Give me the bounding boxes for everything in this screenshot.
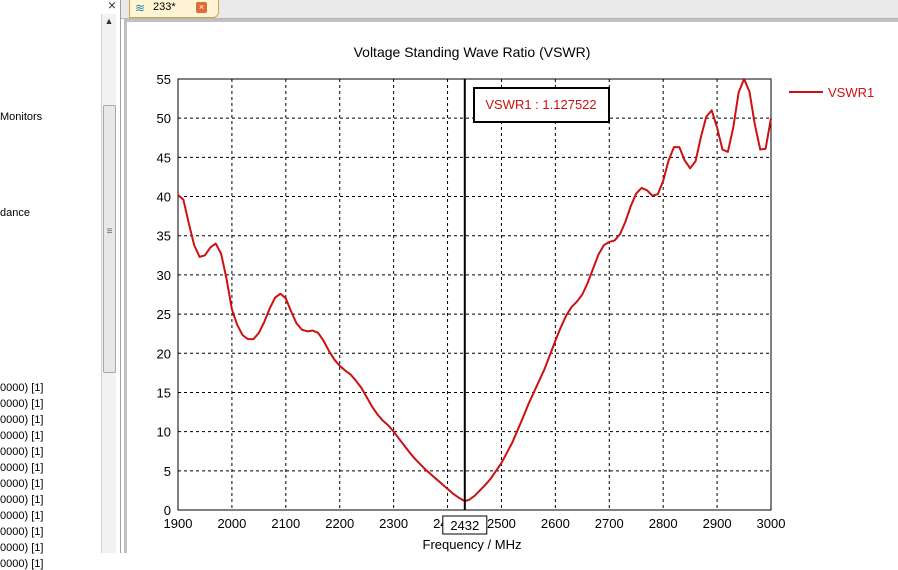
tab-label: 233*	[153, 1, 176, 13]
y-tick-label: 45	[157, 150, 171, 165]
result-item[interactable]: 0000) [1]	[0, 494, 44, 506]
x-tick-label: 2900	[703, 516, 732, 531]
x-tick-label: 2200	[325, 516, 354, 531]
result-item[interactable]: 0000) [1]	[0, 510, 44, 522]
y-tick-label: 15	[157, 385, 171, 400]
x-tick-label: 2700	[595, 516, 624, 531]
marker-x-box	[442, 515, 488, 535]
tab-close-icon[interactable]: ×	[196, 2, 207, 13]
y-tick-label: 50	[157, 111, 171, 126]
y-tick-label: 5	[164, 464, 171, 479]
tree-item-impedance[interactable]: dance	[0, 207, 30, 219]
chart-title: Voltage Standing Wave Ratio (VSWR)	[354, 44, 591, 60]
result-item[interactable]: 0000) [1]	[0, 414, 44, 426]
x-tick-label: 2500	[487, 516, 516, 531]
y-tick-label: 20	[157, 346, 171, 361]
x-axis-label: Frequency / MHz	[423, 537, 522, 552]
result-item[interactable]: 0000) [1]	[0, 382, 44, 394]
tab-233[interactable]: ≋ 233* ×	[129, 0, 219, 18]
x-tick-label: 3000	[757, 516, 786, 531]
y-tick-label: 35	[157, 229, 171, 244]
result-item[interactable]: 0000) [1]	[0, 398, 44, 410]
y-tick-label: 10	[157, 425, 171, 440]
close-icon[interactable]: ×	[107, 0, 116, 13]
left-panel: × Monitors dance 0000) [1] 0000) [1] 0000)…	[0, 0, 121, 570]
x-tick-label: 2100	[271, 516, 300, 531]
vertical-scrollbar[interactable]: ▲ ≡	[101, 14, 116, 553]
result-item[interactable]: 0000) [1]	[0, 430, 44, 442]
x-tick-label: 2600	[541, 516, 570, 531]
plot-area	[177, 78, 772, 511]
marker-label-box	[473, 87, 610, 123]
marker-value-label: VSWR1 : 1.127522	[485, 97, 596, 112]
y-tick-label: 55	[157, 72, 171, 87]
y-tick-label: 0	[164, 503, 171, 518]
scroll-thumb[interactable]: ≡	[103, 105, 116, 373]
vswr-chart: Voltage Standing Wave Ratio (VSWR) 1900 20…	[157, 44, 875, 552]
x-tick-label: 2000	[217, 516, 246, 531]
plot-window: Voltage Standing Wave Ratio (VSWR) 1900 20…	[124, 19, 898, 553]
result-item[interactable]: 0000) [1]	[0, 462, 44, 474]
result-item[interactable]: 0000) [1]	[0, 478, 44, 490]
x-tick-label: 2800	[649, 516, 678, 531]
result-item[interactable]: 0000) [1]	[0, 446, 44, 458]
grip-icon: ≡	[106, 226, 113, 237]
x-tick-label: 1900	[164, 516, 193, 531]
result-item[interactable]: 0000) [1]	[0, 526, 44, 538]
result-item[interactable]: 0000) [1]	[0, 558, 44, 570]
marker-x-label: 2432	[450, 518, 479, 533]
y-tick-label: 40	[157, 190, 171, 205]
wave-icon: ≋	[135, 1, 146, 15]
scroll-up-icon[interactable]: ▲	[104, 16, 114, 26]
y-tick-label: 30	[157, 268, 171, 283]
x-tick-label: 2300	[379, 516, 408, 531]
legend-label: VSWR1	[828, 85, 874, 100]
result-item[interactable]: 0000) [1]	[0, 542, 44, 554]
tab-bar: ≋ 233* ×	[121, 0, 898, 19]
tree-item-monitors[interactable]: Monitors	[0, 111, 43, 123]
y-tick-label: 25	[157, 307, 171, 322]
series-line-vswr1	[177, 78, 772, 503]
